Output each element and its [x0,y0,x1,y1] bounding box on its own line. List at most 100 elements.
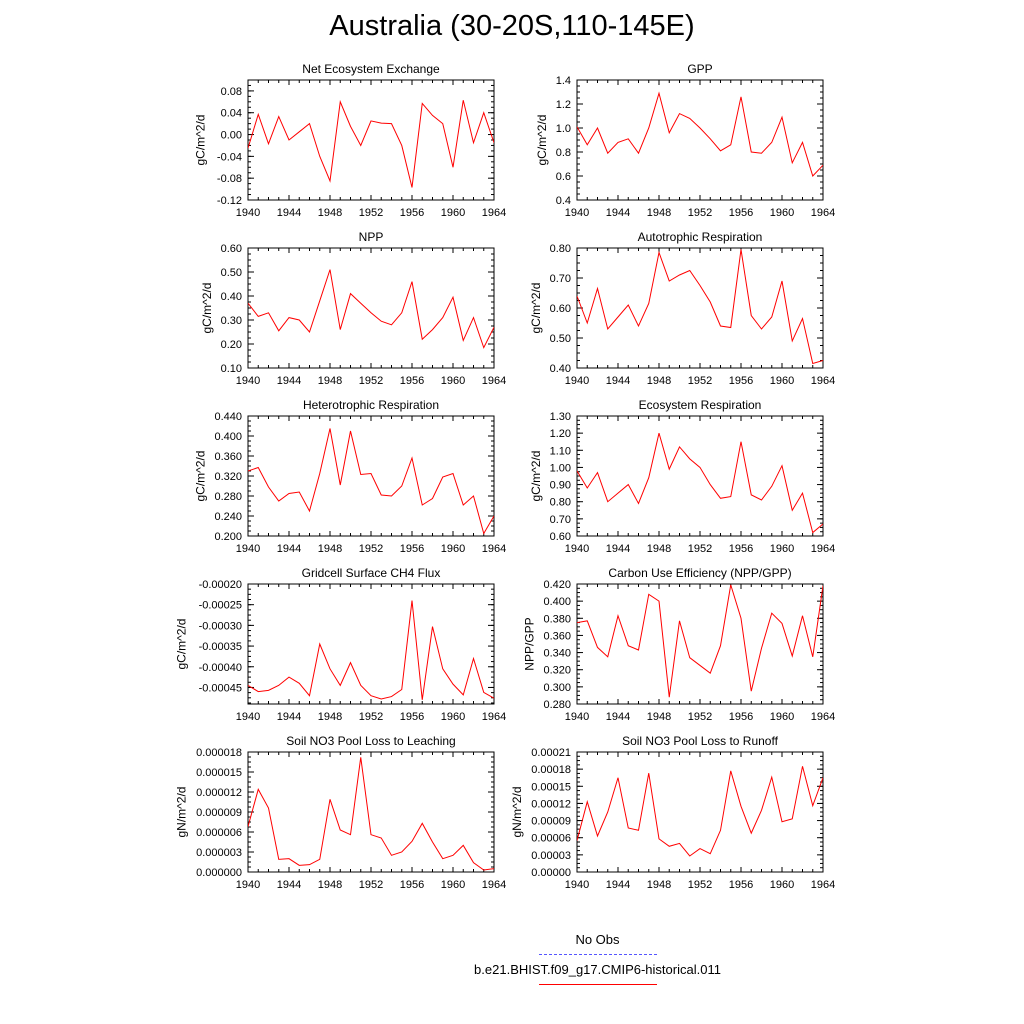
x-tick-label: 1944 [277,207,301,219]
y-tick-label: 0.000015 [196,767,242,779]
series-line [577,91,823,177]
x-tick-label: 1952 [359,879,383,891]
y-tick-label: 0.360 [214,451,242,463]
y-tick-label: 0.000006 [196,827,242,839]
y-tick-label: 0.320 [543,665,571,677]
x-tick-label: 1952 [359,207,383,219]
y-tick-label: 1.30 [550,411,571,423]
plot-frame [247,583,495,705]
plot-frame [576,247,824,369]
panel-title: Gridcell Surface CH4 Flux [302,566,441,580]
panel-1: GPP 1940 1944 1948 1952 1956 1960 1964 0.4 0.6 0.8… [535,62,835,219]
panel-title: Heterotrophic Respiration [303,398,439,412]
panel-title: GPP [687,62,712,76]
x-tick-label: 1940 [565,375,589,387]
x-tick-label: 1960 [441,879,465,891]
legend-label-obs: No Obs [575,932,620,947]
x-tick-label: 1940 [236,711,260,723]
x-tick-label: 1956 [729,879,753,891]
series-line [577,584,823,698]
series-line [248,757,494,871]
x-tick-label: 1956 [729,207,753,219]
x-tick-label: 1948 [647,375,671,387]
y-tick-label: 0.000012 [196,787,242,799]
y-tick-label: -0.00030 [199,620,242,632]
series-line [577,766,823,857]
series-line [248,269,494,349]
panel-0: Net Ecosystem Exchange 1940 1944 1948 1952 19… [194,62,507,219]
x-tick-label: 1964 [482,207,506,219]
x-tick-label: 1964 [811,375,835,387]
y-axis-label: gC/m^2/d [175,619,189,670]
x-tick-label: 1960 [441,543,465,555]
x-tick-label: 1940 [565,543,589,555]
y-axis-label: gC/m^2/d [194,451,208,502]
y-tick-label: 0.280 [214,491,242,503]
y-tick-label: 0.00 [221,130,242,142]
y-tick-label: 0.380 [543,613,571,625]
y-tick-label: -0.00035 [199,641,242,653]
x-tick-label: 1960 [770,207,794,219]
x-tick-label: 1944 [606,375,630,387]
y-tick-label: 1.10 [550,445,571,457]
y-tick-label: 0.420 [543,579,571,591]
y-tick-label: 0.30 [221,315,242,327]
y-tick-label: 0.000018 [196,747,242,759]
plot-frame [576,751,824,873]
y-tick-label: 0.50 [221,267,242,279]
y-tick-label: 0.300 [543,682,571,694]
y-axis-label: gC/m^2/d [535,115,549,166]
x-tick-label: 1964 [482,543,506,555]
series-line [248,600,494,700]
y-tick-label: 0.400 [214,431,242,443]
panel-title: Ecosystem Respiration [639,398,762,412]
plot-frame [576,583,824,705]
panel-6: Gridcell Surface CH4 Flux 1940 1944 1948 195… [175,566,507,723]
x-tick-label: 1952 [359,375,383,387]
x-tick-label: 1960 [441,207,465,219]
x-tick-label: 1960 [441,375,465,387]
panel-5: Ecosystem Respiration 1940 1944 1948 1952 195… [529,398,835,555]
y-tick-label: 1.20 [550,428,571,440]
y-tick-label: 0.80 [550,243,571,255]
x-tick-label: 1948 [318,879,342,891]
x-tick-label: 1948 [318,711,342,723]
x-tick-label: 1940 [565,207,589,219]
y-tick-label: 0.00006 [531,833,571,845]
plot-frame [247,751,495,873]
x-tick-label: 1940 [236,207,260,219]
y-tick-label: 0.70 [550,273,571,285]
panel-title: Soil NO3 Pool Loss to Runoff [622,734,779,748]
panel-2: NPP 1940 1944 1948 1952 1956 1960 1964 0.10 0.20 0… [200,230,506,387]
x-tick-label: 1948 [647,207,671,219]
plot-frame [247,415,495,537]
y-tick-label: 0.360 [543,630,571,642]
x-tick-label: 1944 [277,711,301,723]
legend-line-obs [539,954,657,955]
y-tick-label: -0.08 [217,173,242,185]
y-tick-label: 1.4 [556,75,571,87]
x-tick-label: 1940 [565,711,589,723]
y-tick-label: 0.400 [543,596,571,608]
y-axis-label: gN/m^2/d [175,787,189,838]
y-tick-label: 0.90 [550,480,571,492]
x-tick-label: 1948 [318,543,342,555]
y-tick-label: 0.440 [214,411,242,423]
y-tick-label: -0.00025 [199,600,242,612]
y-tick-label: 0.04 [221,108,242,120]
x-tick-label: 1952 [688,375,712,387]
y-tick-label: -0.12 [217,195,242,207]
x-tick-label: 1952 [359,711,383,723]
panel-title: Soil NO3 Pool Loss to Leaching [286,734,455,748]
y-tick-label: 0.00021 [531,747,571,759]
x-tick-label: 1952 [688,543,712,555]
x-tick-label: 1940 [236,879,260,891]
y-tick-label: 0.200 [214,531,242,543]
x-tick-label: 1964 [811,711,835,723]
x-tick-label: 1944 [606,879,630,891]
x-tick-label: 1952 [359,543,383,555]
x-tick-label: 1960 [770,711,794,723]
plot-frame [576,79,824,201]
panel-title: Carbon Use Efficiency (NPP/GPP) [608,566,791,580]
